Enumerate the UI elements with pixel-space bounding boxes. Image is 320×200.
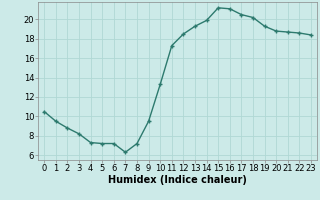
X-axis label: Humidex (Indice chaleur): Humidex (Indice chaleur) [108,175,247,185]
